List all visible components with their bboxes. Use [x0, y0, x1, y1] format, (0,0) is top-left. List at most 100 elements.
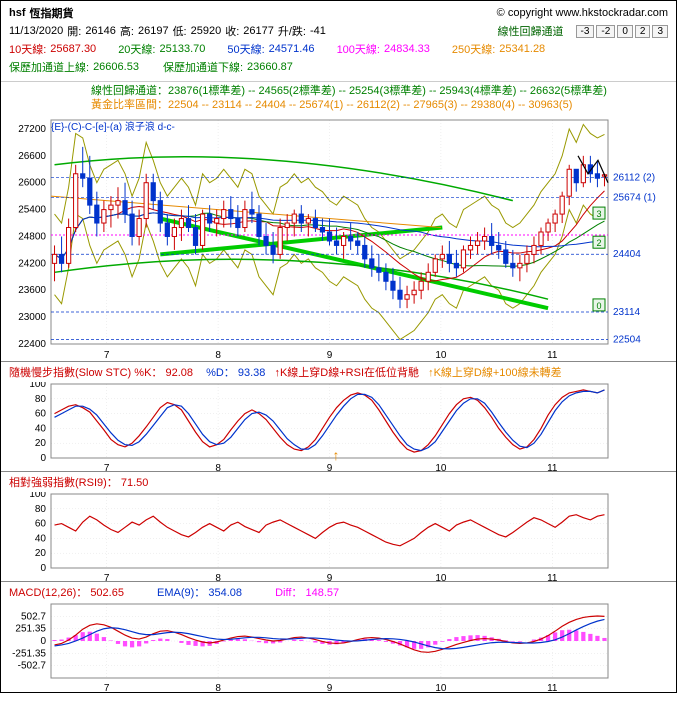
diff-label: Diff：: [275, 587, 302, 599]
svg-text:20: 20: [35, 438, 47, 449]
rsi-chart: 相對強弱指數(RSI9)： 71.50 0204060801007891011: [1, 472, 676, 582]
rsi-value: 71.50: [121, 477, 149, 489]
regression-btn--3[interactable]: -3: [576, 25, 595, 38]
macd-chart: MACD(12,26)： 502.65 EMA(9)： 354.08 Diff：…: [1, 582, 676, 692]
svg-text:80: 80: [35, 394, 47, 405]
bb-lower-value: 23660.87: [247, 61, 293, 73]
svg-text:3: 3: [596, 209, 601, 219]
stc-d-value: 93.38: [238, 367, 266, 379]
stc-title: 隨機慢步指數(Slow STC): [9, 367, 131, 379]
stc-k-label: %K：: [134, 367, 162, 379]
regression-btn--2[interactable]: -2: [596, 25, 615, 38]
ema-label: EMA(9)：: [157, 587, 205, 599]
svg-text:黃金比率區間：22504 -- 23114 -- 24404: 黃金比率區間：22504 -- 23114 -- 24404 -- 25674(…: [91, 97, 572, 111]
rsi-title: 相對強弱指數(RSI9)：: [9, 477, 118, 489]
svg-text:26000: 26000: [18, 178, 46, 189]
open-label: 開:: [67, 23, 81, 39]
low-label: 低:: [173, 23, 187, 39]
stc-chart: 隨機慢步指數(Slow STC) %K： 92.08 %D： 93.38 ↑K線…: [1, 362, 676, 472]
stc-d-label: %D：: [206, 367, 235, 379]
regression-btn-3[interactable]: 3: [652, 25, 668, 38]
bb-lower-label: 保歷加通道下線:: [163, 59, 243, 75]
change-label: 升/跌:: [278, 23, 306, 39]
svg-text:27200: 27200: [18, 124, 46, 135]
symbol-name: 恆指期貨: [30, 5, 74, 21]
svg-text:80: 80: [35, 504, 47, 515]
svg-text:22400: 22400: [18, 339, 46, 350]
stock-chart-container: hsf 恆指期貨 © copyright www.hkstockradar.co…: [0, 0, 677, 693]
svg-text:8: 8: [215, 683, 221, 694]
copyright-text: © copyright www.hkstockradar.com: [497, 7, 668, 19]
svg-text:11: 11: [547, 683, 558, 694]
high-label: 高:: [120, 23, 134, 39]
svg-text:-502.7: -502.7: [18, 661, 47, 672]
ma-value: 25687.30: [50, 43, 96, 55]
moving-averages-row: 10天線: 25687.30 20天線: 25133.70 50天線: 24571.46 1…: [9, 41, 668, 57]
svg-text:25674 (1): 25674 (1): [613, 192, 656, 203]
svg-text:251.35: 251.35: [15, 624, 46, 635]
svg-text:10: 10: [435, 350, 447, 361]
close-value: 26177: [243, 25, 274, 37]
svg-text:26112 (2): 26112 (2): [613, 173, 655, 184]
copyright-icon: ©: [497, 7, 505, 19]
svg-text:23000: 23000: [18, 312, 46, 323]
date: 11/13/2020: [9, 25, 63, 37]
close-label: 收:: [225, 23, 239, 39]
bb-upper-value: 26606.53: [93, 61, 139, 73]
svg-text:9: 9: [327, 683, 333, 694]
svg-text:↑: ↑: [333, 447, 340, 463]
svg-text:100: 100: [29, 492, 46, 500]
svg-text:60: 60: [35, 409, 47, 420]
ma-label: 10天線:: [9, 41, 46, 57]
svg-text:8: 8: [215, 350, 221, 361]
svg-text:0: 0: [40, 453, 46, 464]
svg-text:23600: 23600: [18, 285, 46, 296]
ma-value: 25133.70: [159, 43, 205, 55]
svg-text:7: 7: [104, 683, 110, 694]
change-value: -41: [310, 25, 326, 37]
svg-text:24200: 24200: [18, 258, 46, 269]
regression-label: 線性回歸通道: [498, 23, 564, 39]
svg-text:25400: 25400: [18, 205, 46, 216]
svg-text:23114: 23114: [613, 307, 641, 318]
svg-text:10: 10: [435, 683, 447, 694]
svg-text:{E}-(C)-C-[e]-(a) 浪子浪 d-c-: {E}-(C)-C-[e]-(a) 浪子浪 d-c-: [51, 120, 175, 133]
svg-text:-251.35: -251.35: [12, 648, 46, 659]
svg-text:7: 7: [104, 350, 110, 361]
svg-text:100: 100: [29, 382, 46, 390]
stc-note2: ↑K線上穿D線+100線未轉差: [428, 367, 562, 379]
symbol-code: hsf: [9, 7, 26, 19]
svg-text:20: 20: [35, 548, 47, 559]
ma-value: 24571.46: [269, 43, 315, 55]
svg-text:502.7: 502.7: [21, 611, 46, 622]
ma-label: 20天線:: [118, 41, 155, 57]
bb-upper-label: 保歷加通道上線:: [9, 59, 89, 75]
regression-btn-2[interactable]: 2: [635, 25, 651, 38]
regression-buttons: -3-2023: [576, 25, 669, 38]
svg-text:9: 9: [327, 350, 333, 361]
chart-header: hsf 恆指期貨 © copyright www.hkstockradar.co…: [1, 1, 676, 82]
ma-value: 25341.28: [499, 43, 545, 55]
svg-text:26600: 26600: [18, 151, 46, 162]
svg-text:24404: 24404: [613, 249, 641, 260]
svg-text:0: 0: [40, 636, 46, 647]
ma-label: 50天線:: [227, 41, 264, 57]
svg-text:60: 60: [35, 519, 47, 530]
ma-value: 24834.33: [384, 43, 430, 55]
regression-btn-0[interactable]: 0: [617, 25, 633, 38]
svg-text:0: 0: [596, 301, 601, 311]
svg-text:22504: 22504: [613, 334, 641, 345]
open-value: 26146: [85, 25, 116, 37]
svg-text:40: 40: [35, 423, 47, 434]
svg-text:線性回歸通道：23876(1標準差) -- 24565(2標: 線性回歸通道：23876(1標準差) -- 24565(2標準差) -- 252…: [91, 83, 607, 97]
ma-label: 100天線:: [337, 41, 380, 57]
diff-value: 148.57: [305, 587, 339, 599]
svg-text:11: 11: [547, 350, 558, 361]
svg-text:24800: 24800: [18, 231, 46, 242]
macd-title: MACD(12,26)：: [9, 587, 87, 599]
ema-value: 354.08: [208, 587, 242, 599]
svg-text:0: 0: [40, 563, 46, 574]
high-value: 26197: [138, 25, 169, 37]
main-price-chart: 線性回歸通道：23876(1標準差) -- 24565(2標準差) -- 252…: [1, 82, 676, 362]
svg-text:2: 2: [596, 238, 601, 248]
